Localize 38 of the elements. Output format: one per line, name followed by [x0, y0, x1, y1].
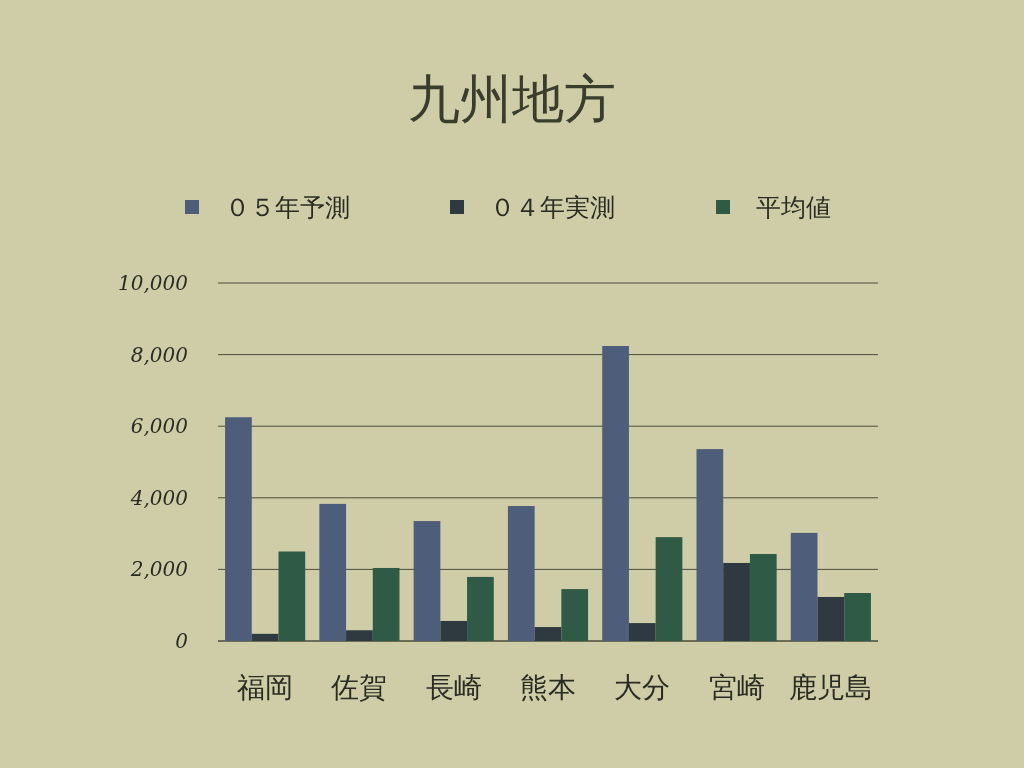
- bar: [251, 633, 279, 641]
- legend-label: ０４年実測: [490, 193, 615, 222]
- bar: [467, 576, 494, 641]
- y-tick-label: 8,000: [130, 342, 189, 367]
- bar: [534, 627, 562, 641]
- y-tick-label: 0: [175, 629, 189, 653]
- y-tick-label: 4,000: [129, 485, 189, 510]
- bar: [225, 417, 252, 641]
- bar: [372, 567, 400, 641]
- bar: [561, 589, 589, 641]
- chart-title: 九州地方: [408, 69, 616, 129]
- y-tick-label: 2,000: [129, 557, 189, 582]
- x-tick-label: 鹿児島: [788, 671, 873, 704]
- bar: [628, 623, 656, 641]
- bar: [723, 562, 750, 641]
- bar: [602, 346, 629, 641]
- bar: [319, 503, 347, 641]
- bar: [346, 630, 373, 641]
- x-tick-label: 福岡: [237, 671, 294, 704]
- bar: [440, 620, 468, 641]
- bar: [817, 596, 845, 641]
- bar: [844, 593, 871, 641]
- x-tick-label: 長崎: [425, 671, 482, 704]
- x-tick-label: 大分: [614, 671, 671, 704]
- legend-label: 平均値: [756, 193, 831, 222]
- bar: [749, 554, 777, 641]
- bar: [790, 532, 818, 641]
- x-tick-label: 宮崎: [708, 671, 765, 704]
- bar: [278, 551, 306, 641]
- legend-label: ０５年予測: [225, 193, 350, 222]
- y-tick-label: 6,000: [130, 414, 189, 439]
- bar: [696, 449, 724, 641]
- bar: [413, 521, 441, 641]
- x-tick-label: 熊本: [520, 671, 576, 704]
- bar: [507, 506, 535, 641]
- y-tick-label: 10,000: [118, 271, 189, 295]
- bar: [655, 537, 683, 641]
- x-tick-label: 佐賀: [331, 671, 388, 704]
